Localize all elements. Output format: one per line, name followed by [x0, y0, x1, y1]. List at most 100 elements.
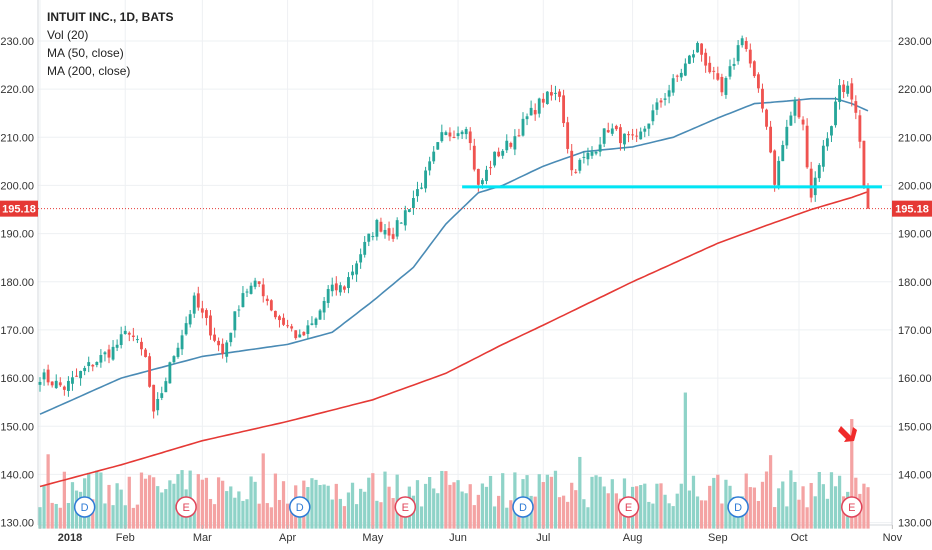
candle-body	[282, 317, 285, 325]
volume-bar	[833, 486, 838, 529]
candle-body	[424, 170, 428, 189]
y-tick-label-right: 180.00	[898, 277, 932, 289]
x-tick-label: Feb	[116, 532, 135, 544]
y-tick-label-left: 170.00	[0, 325, 34, 337]
x-tick-label: Jun	[449, 532, 467, 544]
volume-bar	[578, 456, 582, 529]
y-tick-label-left: 230.00	[0, 36, 34, 48]
candle-body	[66, 380, 70, 391]
candle-body	[793, 100, 797, 116]
earnings-marker[interactable]: E	[841, 496, 863, 518]
candle-body	[148, 356, 152, 387]
volume-bar	[322, 484, 326, 529]
volume-bar	[695, 496, 700, 529]
volume-bar	[54, 503, 58, 529]
red-arrow-icon	[838, 426, 857, 442]
volume-bar	[829, 472, 834, 529]
volume-bar	[42, 484, 46, 529]
dividend-marker[interactable]: D	[727, 496, 749, 518]
arrow-shape	[838, 426, 857, 442]
y-axis-left: 230.00 220.00 210.00 200.00 190.00 180.00 170.…	[0, 36, 34, 530]
x-tick-label: Aug	[623, 532, 643, 544]
volume-bar	[468, 484, 472, 529]
volume-bar	[541, 482, 545, 529]
candle-body	[805, 125, 809, 168]
volume-bar	[663, 494, 667, 529]
candle-body	[846, 85, 850, 94]
volume-bar	[606, 493, 610, 529]
candle-body	[237, 309, 241, 311]
volume-bar	[586, 507, 590, 529]
volume-bar	[476, 494, 480, 529]
candle-body	[383, 229, 387, 235]
candle-body	[204, 310, 208, 318]
candle-body	[347, 277, 350, 289]
volume-bar	[403, 506, 407, 529]
candle-body	[42, 372, 46, 380]
earnings-marker[interactable]: E	[617, 496, 640, 518]
marker-circle	[617, 496, 640, 518]
dividend-marker[interactable]: D	[289, 496, 311, 518]
candle-body	[679, 72, 683, 78]
candle-body	[99, 355, 103, 363]
candle-body	[554, 92, 557, 94]
volume-bar	[428, 477, 432, 529]
candle-body	[468, 131, 472, 144]
marker-circle	[73, 496, 96, 518]
candle-body	[172, 356, 176, 363]
candle-body	[594, 151, 598, 154]
earnings-marker[interactable]: E	[394, 496, 417, 518]
candle-body	[302, 331, 306, 336]
candle-body	[529, 107, 533, 116]
volume-bar	[249, 476, 253, 529]
candle-body	[428, 161, 432, 171]
candle-body	[448, 132, 452, 137]
candle-body	[286, 325, 290, 327]
candle-body	[618, 127, 622, 144]
y-tick-label-left: 160.00	[0, 373, 34, 385]
volume-bar	[216, 477, 221, 529]
candle-body	[411, 198, 415, 209]
volume-bar	[62, 471, 66, 529]
earnings-marker[interactable]: E	[175, 496, 197, 518]
x-tick-label: Mar	[193, 532, 212, 544]
volume-bar	[383, 471, 387, 529]
volume-bar	[497, 495, 501, 529]
dividend-marker[interactable]: D	[512, 496, 534, 518]
volume-bar	[659, 483, 663, 529]
volume-bar	[492, 506, 497, 529]
legend-title: INTUIT INC., 1D, BATS	[47, 10, 174, 24]
candle-body	[168, 362, 172, 384]
candle-body	[152, 384, 156, 412]
candle-body	[176, 347, 180, 357]
x-tick-label: 2018	[58, 532, 82, 544]
candle-body	[420, 187, 423, 189]
x-tick-label: Oct	[790, 532, 807, 544]
marker-circle	[289, 496, 311, 518]
marker-circle	[394, 496, 417, 518]
marker-circle	[175, 496, 197, 518]
candle-body	[598, 144, 602, 152]
volume-bar	[99, 472, 103, 529]
candle-body	[631, 134, 635, 136]
volume-bar	[419, 506, 424, 529]
volume-bar	[147, 475, 152, 529]
volume-bar	[598, 476, 602, 529]
candle-body	[371, 236, 375, 238]
candle-body	[75, 375, 78, 377]
candle-body	[517, 135, 521, 137]
y-tick-label-left: 210.00	[0, 132, 34, 144]
volume-bar	[225, 491, 229, 529]
candle-body	[590, 151, 594, 156]
candle-body	[781, 145, 785, 162]
volume-bar	[237, 491, 241, 529]
candle-body	[156, 398, 160, 411]
candle-body	[716, 73, 720, 80]
volume-bar	[338, 498, 342, 529]
volume-bar	[720, 503, 724, 529]
dividend-marker[interactable]: D	[73, 496, 96, 518]
volume-bar	[204, 477, 209, 529]
volume-bar	[330, 499, 334, 529]
candle-body	[558, 91, 561, 97]
